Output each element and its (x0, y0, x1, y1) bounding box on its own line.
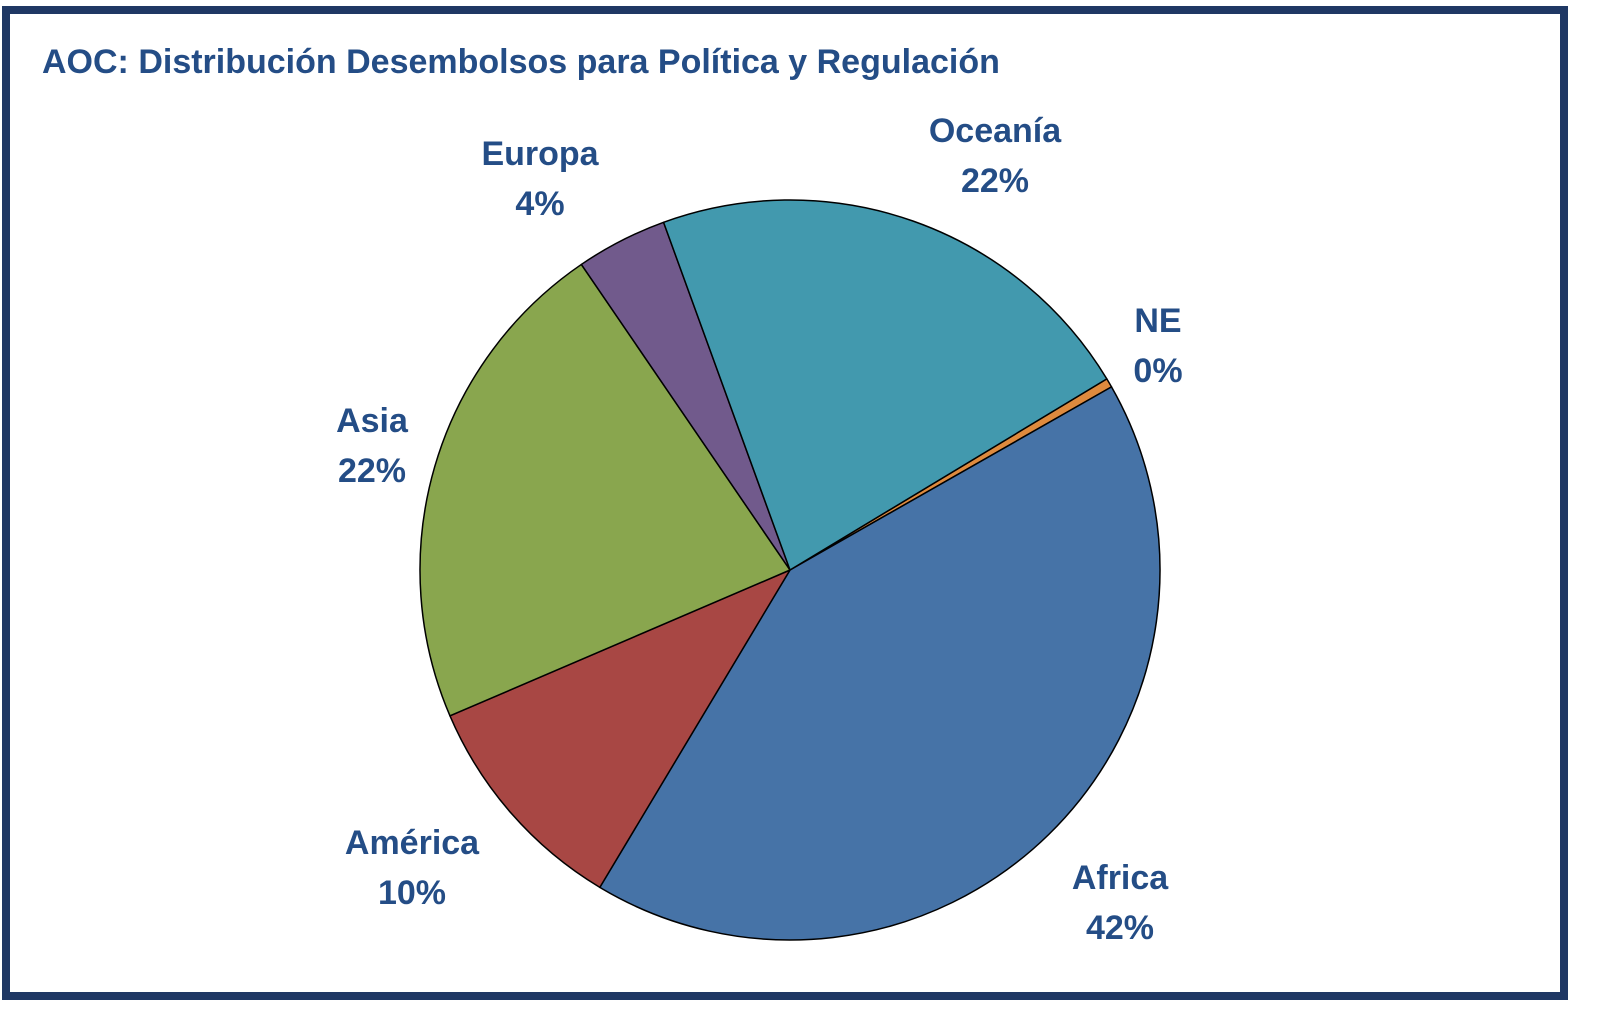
slice-category-label: NE (1134, 302, 1181, 340)
slice-value-label: 10% (378, 874, 446, 912)
pie-slice (599, 386, 1161, 941)
slice-category-label: América (345, 824, 480, 862)
slice-value-label: 0% (1133, 352, 1182, 390)
pie-slice (449, 569, 791, 889)
chart-title: AOC: Distribución Desembolsos para Polít… (42, 43, 1000, 81)
slice-category-label: Africa (1072, 859, 1169, 897)
slice-category-label: Asia (336, 402, 409, 440)
slice-category-label: Europa (481, 135, 599, 173)
slice-value-label: 22% (338, 452, 406, 490)
slice-value-label: 42% (1086, 909, 1154, 947)
pie-slice (419, 263, 791, 717)
slice-category-label: Oceanía (929, 112, 1062, 150)
pie-slice (662, 199, 1108, 571)
slice-value-label: 4% (515, 185, 564, 223)
slice-value-label: 22% (961, 162, 1029, 200)
